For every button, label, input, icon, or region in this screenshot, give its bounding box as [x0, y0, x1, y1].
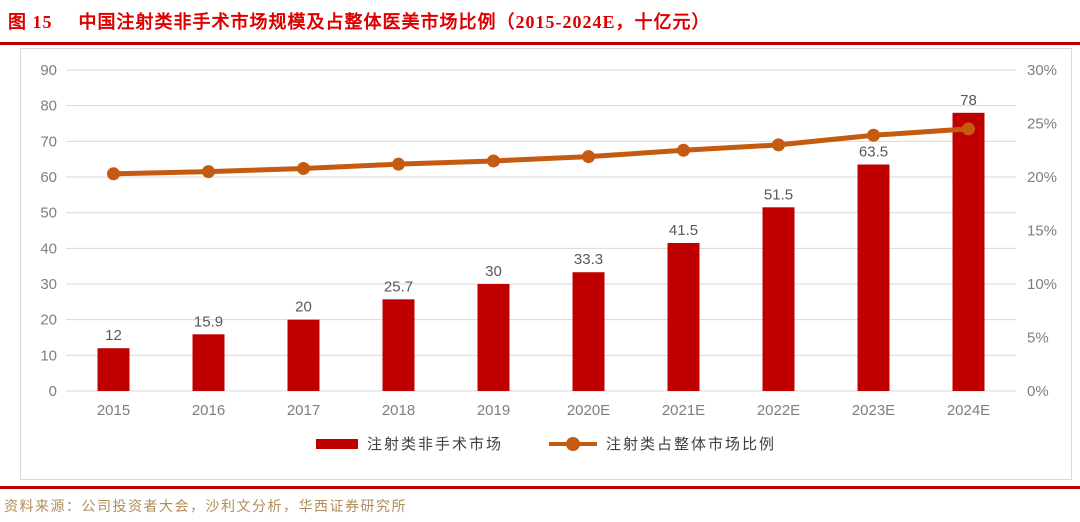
bar-value-label: 78	[960, 92, 977, 109]
bar-value-label: 12	[105, 327, 122, 344]
left-axis-tick: 90	[40, 62, 57, 79]
x-axis-label: 2023E	[852, 402, 895, 419]
x-axis-label: 2021E	[662, 402, 705, 419]
source-text: 资料来源：公司投资者大会，沙利文分析，华西证券研究所	[4, 500, 407, 515]
bar-value-label: 15.9	[194, 313, 223, 330]
bar-2020E	[572, 272, 605, 391]
ratio-line-marker	[582, 150, 595, 164]
combo-chart: 12 15.9 20 25.7 30 33.3 41.5 51.5 63.5 78 0 10 20 30 4…	[40, 62, 1057, 419]
left-axis-tick: 20	[40, 312, 57, 329]
x-axis-label: 2018	[382, 402, 415, 419]
bar-series-swatch	[315, 438, 358, 449]
left-axis-tick: 70	[40, 133, 57, 150]
ratio-line-marker	[677, 143, 690, 157]
x-axis-label: 2017	[287, 402, 320, 419]
bar-series-label: 注射类非手术市场	[366, 437, 503, 453]
ratio-line-marker	[297, 161, 310, 175]
legend-item-line: 注射类占整体市场比例	[549, 433, 776, 454]
right-axis-tick: 30%	[1027, 62, 1057, 79]
legend-item-bar: 注射类非手术市场	[315, 433, 503, 454]
bar-2021E	[667, 242, 700, 391]
ratio-line-marker	[392, 157, 405, 171]
title-divider	[0, 42, 1080, 45]
left-axis-tick: 10	[40, 347, 57, 364]
right-axis-tick: 0%	[1027, 383, 1049, 400]
figure-header: 图 15 中国注射类非手术市场规模及占整体医美市场比例（2015-2024E，十亿…	[8, 8, 711, 34]
bar-value-label: 63.5	[859, 144, 888, 161]
right-axis-tick: 25%	[1027, 116, 1057, 133]
right-axis-tick: 20%	[1027, 169, 1057, 186]
ratio-line-marker	[107, 167, 120, 181]
right-axis-tick: 10%	[1027, 276, 1057, 293]
line-swatch-marker-icon	[566, 436, 580, 451]
ratio-line-marker	[962, 122, 975, 136]
left-axis-tick: 50	[40, 205, 57, 222]
left-axis-tick: 60	[40, 169, 57, 186]
bar-2024E	[952, 112, 985, 392]
x-axis-label: 2019	[477, 402, 510, 419]
bar-2015	[97, 348, 130, 391]
ratio-line-marker	[772, 138, 785, 152]
bar-value-label: 41.5	[669, 222, 698, 239]
bar-2018	[382, 299, 415, 391]
ratio-line-marker	[487, 154, 500, 168]
bar-value-label: 33.3	[574, 251, 603, 268]
right-axis-tick: 15%	[1027, 223, 1057, 240]
bar-value-label: 20	[295, 299, 312, 316]
line-series-swatch	[549, 436, 597, 451]
ratio-line-marker	[867, 128, 880, 142]
chart-legend: 注射类非手术市场 注射类占整体市场比例	[21, 433, 1071, 454]
x-axis-label: 2015	[97, 402, 130, 419]
x-axis-label: 2020E	[567, 402, 610, 419]
chart-frame: 12 15.9 20 25.7 30 33.3 41.5 51.5 63.5 78 0 10 20 30 4…	[20, 48, 1072, 480]
figure-tag: 图 15	[8, 12, 53, 32]
left-axis-tick: 30	[40, 276, 57, 293]
bar-value-label: 51.5	[764, 186, 793, 203]
right-axis-tick: 5%	[1027, 330, 1049, 347]
ratio-line-marker	[202, 165, 215, 179]
bar-value-label: 30	[485, 263, 502, 280]
source-divider	[0, 486, 1080, 489]
bar-value-label: 25.7	[384, 278, 413, 295]
left-axis-tick: 80	[40, 98, 57, 115]
ratio-line	[111, 126, 971, 177]
line-series-label: 注射类占整体市场比例	[606, 437, 777, 453]
left-axis-tick: 40	[40, 240, 57, 257]
bar-2016	[192, 334, 225, 391]
bar-2023E	[857, 164, 890, 391]
bar-2017	[287, 319, 320, 391]
bar-2019	[477, 284, 510, 391]
bar-2022E	[762, 207, 795, 391]
figure-title: 中国注射类非手术市场规模及占整体医美市场比例（2015-2024E，十亿元）	[78, 12, 711, 32]
left-axis-tick: 0	[49, 383, 57, 400]
x-axis-label: 2022E	[757, 402, 800, 419]
x-axis-label: 2016	[192, 402, 225, 419]
x-axis-label: 2024E	[947, 402, 990, 419]
